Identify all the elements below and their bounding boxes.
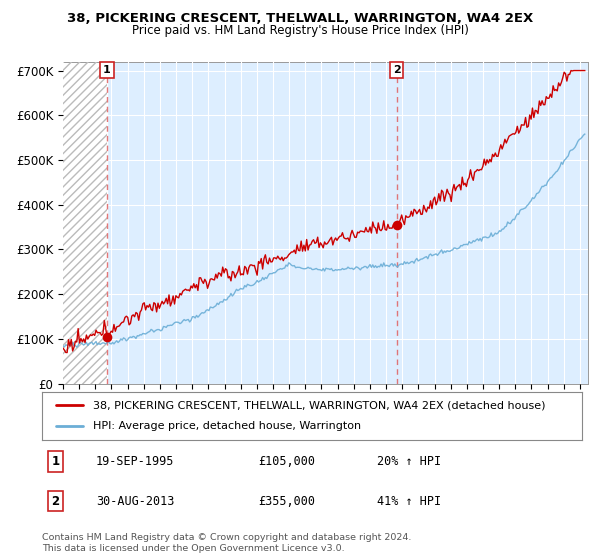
Text: £105,000: £105,000 xyxy=(258,455,315,468)
Text: 30-AUG-2013: 30-AUG-2013 xyxy=(96,495,175,508)
Text: 1: 1 xyxy=(52,455,59,468)
Text: 2: 2 xyxy=(52,495,59,508)
Text: £355,000: £355,000 xyxy=(258,495,315,508)
Text: 38, PICKERING CRESCENT, THELWALL, WARRINGTON, WA4 2EX (detached house): 38, PICKERING CRESCENT, THELWALL, WARRIN… xyxy=(94,400,546,410)
Text: Price paid vs. HM Land Registry's House Price Index (HPI): Price paid vs. HM Land Registry's House … xyxy=(131,24,469,36)
Text: 20% ↑ HPI: 20% ↑ HPI xyxy=(377,455,441,468)
Text: HPI: Average price, detached house, Warrington: HPI: Average price, detached house, Warr… xyxy=(94,421,361,431)
Polygon shape xyxy=(63,62,107,384)
Text: 1: 1 xyxy=(103,65,111,75)
Text: 41% ↑ HPI: 41% ↑ HPI xyxy=(377,495,441,508)
Text: Contains HM Land Registry data © Crown copyright and database right 2024.
This d: Contains HM Land Registry data © Crown c… xyxy=(42,533,412,553)
Text: 2: 2 xyxy=(393,65,401,75)
Text: 19-SEP-1995: 19-SEP-1995 xyxy=(96,455,175,468)
Text: 38, PICKERING CRESCENT, THELWALL, WARRINGTON, WA4 2EX: 38, PICKERING CRESCENT, THELWALL, WARRIN… xyxy=(67,12,533,25)
